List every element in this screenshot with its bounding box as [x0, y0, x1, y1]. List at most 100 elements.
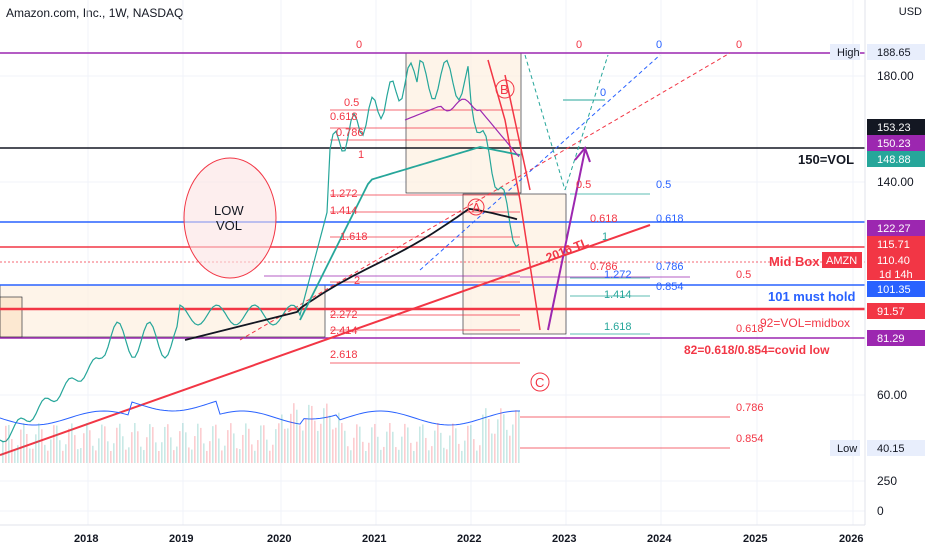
fib-level-label: 0.786: [656, 261, 684, 273]
volume-bar: [266, 439, 268, 463]
fib-level-label: 0.618: [330, 111, 358, 123]
x-tick-label: 2018: [74, 533, 98, 545]
volume-bar: [476, 450, 478, 463]
volume-bar: [263, 425, 265, 463]
volume-bar: [164, 426, 166, 463]
volume-bar: [104, 426, 106, 463]
badge-price: 115.71: [877, 239, 910, 251]
badge-price: 122.27: [877, 223, 911, 235]
fib-level-label: 0.786: [336, 127, 364, 139]
y-tick-label: 0: [877, 504, 884, 518]
badge-bg: [867, 135, 925, 151]
volume-bar: [170, 437, 172, 463]
volume-bar: [77, 449, 79, 463]
volume-bar: [35, 434, 37, 463]
volume-bar: [368, 442, 370, 463]
volume-bar: [140, 446, 142, 463]
badge-bg: [867, 119, 925, 135]
volume-bar: [26, 433, 28, 463]
fib-level-label: 2.618: [330, 349, 358, 361]
badge-bg: [867, 281, 925, 297]
fib-level-label: 1.618: [340, 231, 368, 243]
volume-bar: [386, 431, 388, 463]
annotations: 150=VOL Mid Box 101 must hold 92=VOL=mid…: [214, 152, 855, 357]
volume-bar: [503, 414, 505, 463]
volume-bar: [341, 423, 343, 463]
ticker-badge-label: AMZN: [826, 255, 857, 267]
volume-bar: [464, 440, 466, 463]
volume-bar: [482, 414, 484, 463]
volume-bar: [512, 424, 514, 463]
badge-price: 188.65: [877, 47, 911, 59]
volume-bar: [428, 450, 430, 463]
fib-level-label: 0: [356, 39, 362, 51]
volume-bar: [227, 430, 229, 463]
volume-bar: [209, 441, 211, 463]
low-vol-label-2: VOL: [216, 218, 242, 233]
fib-level-label: 0: [576, 39, 582, 51]
volume-bar: [137, 431, 139, 463]
volume-bar: [8, 424, 10, 463]
volume-bar: [443, 447, 445, 463]
volume-bar: [41, 429, 43, 463]
volume-bar: [479, 445, 481, 463]
volume-bar: [206, 450, 208, 463]
volume-bar: [110, 450, 112, 463]
volume-bar: [92, 445, 94, 463]
fib-level-label: 1.414: [330, 205, 358, 217]
fib-level-label: 2: [354, 275, 360, 287]
volume-bar: [95, 450, 97, 463]
volume-bar: [287, 428, 289, 463]
volume-bar: [323, 408, 325, 463]
fib-level-label: 0.618: [590, 213, 618, 225]
volume-bar: [293, 403, 295, 463]
volume-bar: [308, 404, 310, 463]
volume-bar: [515, 410, 517, 463]
volume-bar: [332, 429, 334, 463]
wave-label-a: A: [472, 200, 481, 215]
badge-bg: [867, 44, 925, 60]
volume-bar: [302, 430, 304, 463]
volume-bar: [269, 450, 271, 463]
volume-bar: [56, 425, 58, 463]
volume-bar: [305, 418, 307, 463]
volume-bar: [86, 423, 88, 463]
volume-bar: [176, 446, 178, 463]
volume-bar: [20, 429, 22, 463]
volume-bar: [80, 448, 82, 463]
volume-bar: [437, 423, 439, 463]
volume-bar: [452, 423, 454, 463]
volume-bar: [236, 448, 238, 463]
volume-bar: [260, 425, 262, 463]
fib-level-label: 1.414: [604, 289, 632, 301]
volume-bar: [107, 441, 109, 463]
volume-bar: [398, 449, 400, 463]
volume-bar: [47, 450, 49, 463]
mid-box-note: Mid Box: [769, 254, 820, 269]
volume-bar: [500, 408, 502, 463]
volume-bar: [203, 443, 205, 463]
volume-bar: [506, 429, 508, 463]
volume-bar: [290, 413, 292, 463]
fib-level-label: 0: [656, 39, 662, 51]
volume-bar: [356, 424, 358, 463]
volume-bar: [431, 446, 433, 463]
badge-label-bg: [830, 440, 860, 456]
volume-bar: [71, 423, 73, 463]
volume-bar: [212, 426, 214, 463]
volume-bar: [131, 432, 133, 463]
volume-bar: [374, 423, 376, 463]
volume-bar: [38, 423, 40, 463]
volume-bar: [62, 450, 64, 463]
volume-bar: [32, 448, 34, 463]
ticker-badge-bg: [822, 252, 862, 268]
volume-bar: [119, 423, 121, 463]
badge-price: 81.29: [877, 333, 905, 345]
volume-bar: [461, 450, 463, 463]
fib-level-label: 0.5: [576, 179, 591, 191]
fib-boxes: [0, 52, 567, 338]
y-tick-label: 140.00: [877, 175, 914, 189]
volume-bar: [518, 410, 520, 463]
volume-bar: [362, 441, 364, 463]
